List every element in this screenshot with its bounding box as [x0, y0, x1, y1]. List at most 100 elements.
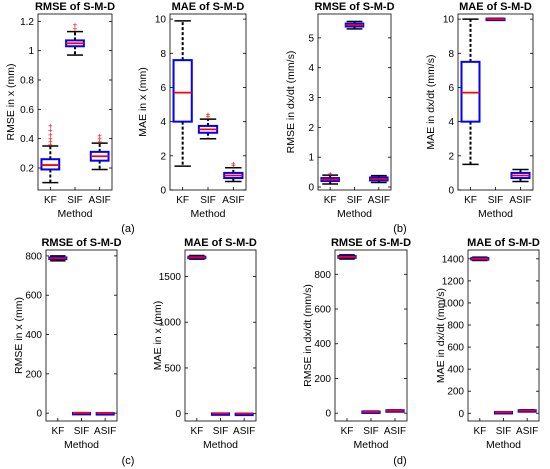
box-asif — [95, 412, 115, 416]
y-tick-label: 600 — [25, 291, 42, 302]
y-tick-label: 600 — [447, 343, 464, 354]
outlier-mark: + — [231, 160, 236, 169]
outlier-mark: + — [73, 25, 78, 34]
chart-4: MAE of S-M-D 0 2 4 6 8 10 MAE in dx/dt (mm/s) KF… — [425, 1, 534, 220]
chart-1: RMSE of S-M-D 0.2 0.4 0.6 0.8 1 1.2 RMSE in x (… — [5, 1, 115, 220]
x-axis-label: Method — [337, 208, 372, 220]
y-axis-label: RMSE in dx/dt (mm/s) — [285, 51, 297, 154]
x-tick-label: ASIF — [233, 426, 255, 437]
box-kf — [48, 255, 68, 262]
chart-title: RMSE of S-M-D — [41, 237, 121, 249]
y-tick-label: 5 — [308, 33, 314, 44]
box-kf: + — [320, 170, 340, 185]
y-tick-label: 1 — [308, 153, 314, 164]
chart-title: MAE of S-M-D — [184, 237, 257, 249]
y-tick-label: 0.8 — [20, 76, 34, 87]
box-asif — [517, 408, 537, 413]
chart-title: RMSE of S-M-D — [331, 237, 411, 249]
x-tick-label: KF — [44, 195, 57, 206]
y-tick-label: 3 — [308, 93, 314, 104]
x-tick-label: ASIF — [516, 426, 538, 437]
outlier-mark: + — [73, 20, 78, 29]
x-axis-label: Method — [57, 208, 92, 220]
outlier-mark: + — [48, 126, 53, 135]
box-sif — [361, 410, 381, 414]
y-tick-label: 600 — [314, 305, 331, 316]
chart-6: MAE of S-M-D 0 500 1000 1500 MAE in x (mm) KF S… — [152, 237, 257, 451]
x-tick-label: ASIF — [384, 426, 406, 437]
y-axis-label: MAE in x (mm) — [137, 67, 149, 136]
x-tick-label: SIF — [488, 195, 504, 206]
outlier-mark: + — [231, 161, 236, 170]
outlier-mark: + — [328, 170, 333, 179]
x-axis-label: Method — [353, 439, 388, 451]
y-tick-label: 10 — [443, 15, 455, 26]
y-tick-label: 0 — [458, 409, 464, 420]
x-tick-label: SIF — [200, 195, 216, 206]
y-axis-label: MAE in dx/dt (mm/s) — [435, 288, 447, 383]
x-tick-label: ASIF — [222, 195, 244, 206]
y-tick-label: 0.6 — [20, 105, 34, 116]
box-kf — [337, 254, 357, 260]
y-tick-label: 0.2 — [20, 164, 34, 175]
y-tick-label: 4 — [308, 63, 314, 74]
y-tick-label: 6 — [160, 83, 166, 94]
box-sif — [493, 410, 514, 415]
outlier-mark: + — [48, 121, 53, 130]
axes-frame — [467, 249, 540, 422]
outlier-mark: + — [97, 138, 102, 147]
y-tick-label: 0 — [160, 186, 166, 197]
x-tick-label: ASIF — [89, 195, 111, 206]
x-axis-label: Method — [486, 439, 521, 451]
box-sif — [210, 412, 231, 416]
x-tick-label: KF — [324, 195, 337, 206]
x-tick-label: SIF — [496, 426, 512, 437]
chart-5: RMSE of S-M-D 0 200 400 600 800 RMSE in x (mm)… — [13, 237, 122, 451]
axes-frame — [317, 13, 392, 191]
x-tick-label: KF — [341, 426, 354, 437]
chart-2: MAE of S-M-D 0 2 4 6 8 10 MAE in x (mm) KF SIF ASI… — [137, 1, 247, 220]
y-tick-label: 8 — [448, 49, 454, 60]
box-asif — [510, 168, 531, 183]
y-tick-label: 8 — [160, 49, 166, 60]
box-kf: ++++++ — [40, 121, 61, 184]
x-axis-label: Method — [64, 439, 99, 451]
axes-frame — [45, 249, 118, 422]
x-tick-label: KF — [51, 426, 64, 437]
chart-title: MAE of S-M-D — [467, 237, 540, 249]
box-sif: ++ — [197, 110, 219, 140]
outlier-mark: + — [97, 135, 102, 144]
y-tick-label: 6 — [448, 83, 454, 94]
y-tick-label: 0 — [308, 183, 314, 194]
y-tick-label: 1.2 — [20, 17, 34, 28]
chart-8: MAE of S-M-D 0 200 400 600 800 1000 1200 1400 MAE… — [435, 237, 540, 451]
panel-label-a: (a) — [121, 223, 134, 235]
outlier-mark: + — [48, 141, 53, 150]
panel-label-b: (b) — [393, 223, 406, 235]
y-tick-label: 0.4 — [20, 134, 34, 145]
y-tick-label: 1000 — [442, 298, 465, 309]
box-kf — [470, 256, 490, 262]
outlier-mark: + — [48, 135, 53, 144]
x-axis-label: Method — [478, 208, 513, 220]
x-tick-label: ASIF — [509, 195, 531, 206]
x-axis-label: Method — [203, 439, 238, 451]
panel-label-c: (c) — [122, 455, 135, 467]
y-tick-label: 200 — [314, 374, 331, 385]
y-tick-label: 800 — [25, 251, 42, 262]
axes-frame — [334, 249, 408, 422]
x-tick-label: KF — [190, 426, 203, 437]
x-tick-label: ASIF — [368, 195, 390, 206]
x-tick-label: SIF — [213, 426, 229, 437]
outlier-mark: + — [48, 130, 53, 139]
box-kf — [187, 254, 207, 260]
y-tick-label: 1 — [28, 46, 34, 57]
y-axis-label: MAE in x (mm) — [152, 301, 164, 370]
y-tick-label: 1200 — [442, 276, 465, 287]
y-tick-label: 2 — [448, 151, 454, 162]
y-tick-label: 200 — [25, 369, 42, 380]
x-tick-label: SIF — [347, 195, 363, 206]
chart-title: MAE of S-M-D — [172, 1, 245, 13]
axes-frame — [457, 13, 534, 191]
